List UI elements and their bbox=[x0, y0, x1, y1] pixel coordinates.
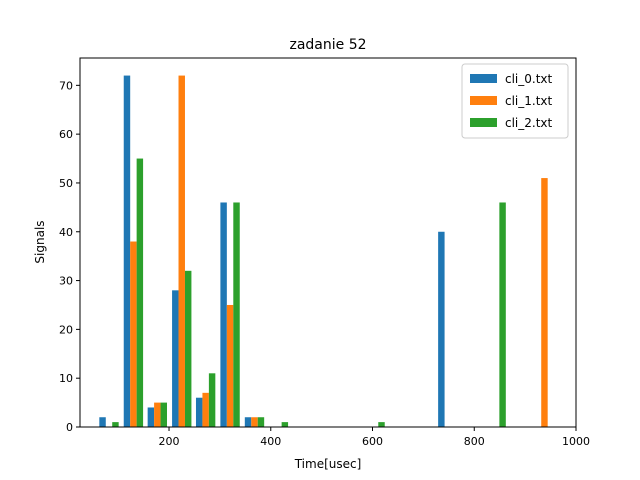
y-axis-label: Signals bbox=[33, 220, 47, 263]
bar-cli-0-txt-6 bbox=[244, 417, 252, 427]
bar-cli-2-txt-0 bbox=[112, 422, 119, 427]
legend-label: cli_0.txt bbox=[505, 72, 553, 86]
bar-cli-2-txt-6 bbox=[257, 417, 265, 427]
bar-cli-2-txt-11 bbox=[378, 422, 385, 427]
bar-cli-2-txt-5 bbox=[233, 202, 240, 427]
y-tick-label: 60 bbox=[59, 128, 73, 141]
bar-cli-0-txt-4 bbox=[195, 397, 203, 427]
y-axis-ticks: 0 10 20 30 40 50 60 70 bbox=[59, 79, 80, 434]
legend-swatch bbox=[470, 118, 497, 127]
bar-cli-1-txt-18 bbox=[541, 178, 548, 427]
bar-cli-1-txt-1 bbox=[130, 241, 137, 427]
bar-cli-2-txt-1 bbox=[136, 158, 144, 428]
bar-cli-0-txt-14 bbox=[438, 231, 445, 427]
bar-cli-2-txt-4 bbox=[208, 373, 216, 427]
bar-cli-1-txt-6 bbox=[251, 417, 258, 427]
y-tick-label: 20 bbox=[59, 323, 73, 336]
x-axis-ticks: 200 400 600 800 1000 bbox=[159, 427, 590, 448]
x-axis-label: Time[usec] bbox=[294, 457, 362, 471]
legend: cli_0.txt cli_1.txt cli_2.txt bbox=[461, 63, 569, 139]
y-tick-label: 50 bbox=[59, 177, 73, 190]
bar-cli-2-txt-16 bbox=[499, 202, 506, 427]
x-tick-label: 800 bbox=[464, 435, 485, 448]
bar-cli-1-txt-2 bbox=[154, 402, 161, 427]
bar-cli-0-txt-3 bbox=[172, 290, 179, 427]
bar-cli-0-txt-1 bbox=[123, 75, 131, 427]
bar-cli-2-txt-2 bbox=[160, 402, 167, 427]
legend-swatch bbox=[470, 74, 497, 83]
y-tick-label: 40 bbox=[59, 226, 73, 239]
chart-title: zadanie 52 bbox=[289, 37, 366, 53]
bar-cli-1-txt-5 bbox=[226, 304, 234, 427]
legend-label: cli_1.txt bbox=[505, 94, 553, 108]
legend-swatch bbox=[470, 96, 497, 105]
x-tick-label: 600 bbox=[362, 435, 383, 448]
legend-label: cli_2.txt bbox=[505, 116, 553, 130]
x-tick-label: 400 bbox=[260, 435, 281, 448]
x-tick-label: 200 bbox=[159, 435, 180, 448]
bar-cli-1-txt-4 bbox=[202, 392, 209, 427]
bar-cli-2-txt-3 bbox=[184, 270, 192, 427]
bars-group bbox=[99, 75, 548, 428]
axes-frame bbox=[79, 57, 577, 428]
y-tick-label: 70 bbox=[59, 79, 73, 92]
y-tick-label: 0 bbox=[66, 421, 73, 434]
bar-cli-1-txt-3 bbox=[178, 75, 185, 427]
y-tick-label: 10 bbox=[59, 372, 73, 385]
y-tick-label: 30 bbox=[59, 275, 73, 288]
x-tick-label: 1000 bbox=[562, 435, 590, 448]
bar-cli-0-txt-5 bbox=[220, 202, 227, 427]
bar-cli-0-txt-0 bbox=[99, 417, 106, 427]
bar-cli-2-txt-7 bbox=[281, 422, 289, 427]
bar-cli-0-txt-2 bbox=[147, 407, 155, 427]
